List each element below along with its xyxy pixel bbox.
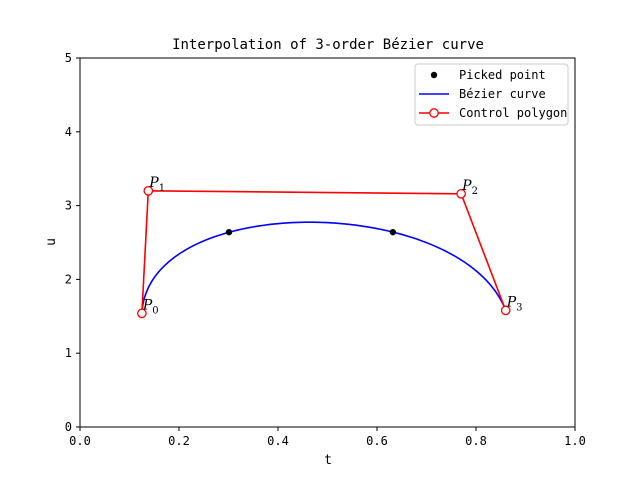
- legend: Picked point Bézier curve Control polygo…: [414, 63, 569, 126]
- control-point-marker: [500, 305, 511, 316]
- x-tick-label: 1.0: [564, 434, 586, 448]
- control-point-label-subscript: 0: [152, 305, 158, 316]
- axes-frame: [79, 57, 576, 428]
- x-tick-label: 0.2: [168, 434, 190, 448]
- control-point-label-letter: P: [148, 175, 159, 191]
- control-point-label-letter: P: [506, 294, 517, 310]
- y-tick-label: 2: [65, 272, 72, 286]
- y-tick-label: 4: [65, 125, 72, 139]
- legend-box: [414, 63, 569, 126]
- legend-marker-polygon: [429, 108, 439, 118]
- x-tick-label: 0.4: [267, 434, 289, 448]
- control-point-label-letter: P: [142, 297, 153, 313]
- control-point-label: P0: [142, 297, 159, 316]
- picked-point: [389, 228, 397, 236]
- ticks-layer: 0.0 0.2 0.4 0.6 0.8 1.0 0 1 2 3 4 5: [65, 51, 586, 448]
- control-point-marker: [143, 185, 154, 196]
- y-tick-label: 1: [65, 346, 72, 360]
- legend-label-polygon: Control polygon: [459, 106, 567, 120]
- control-point-label: P1: [148, 175, 165, 194]
- chart-title: Interpolation of 3-order Bézier curve: [172, 37, 484, 53]
- y-tick-label: 3: [65, 199, 72, 213]
- y-axis-label: u: [44, 238, 59, 246]
- x-tick-label: 0.6: [366, 434, 388, 448]
- x-tick-label: 0.8: [465, 434, 487, 448]
- y-tick-label: 0: [65, 420, 72, 434]
- control-point-label-letter: P: [461, 178, 472, 194]
- legend-label-curve: Bézier curve: [459, 87, 546, 101]
- x-axis-label: t: [324, 453, 332, 468]
- control-point-label-subscript: 1: [159, 183, 165, 194]
- y-tick-label: 5: [65, 51, 72, 65]
- control-point-label-subscript: 2: [472, 186, 478, 197]
- legend-label-picked: Picked point: [459, 68, 546, 82]
- control-polygon: [141, 190, 507, 314]
- picked-point: [225, 228, 233, 236]
- bezier-curve: [141, 221, 507, 314]
- control-point-marker: [456, 188, 466, 199]
- control-point-marker: [137, 308, 147, 319]
- x-tick-label: 0.0: [69, 434, 91, 448]
- control-point-label-subscript: 3: [516, 302, 522, 313]
- control-point-label: P3: [506, 294, 523, 313]
- legend-marker-picked: [430, 71, 438, 79]
- control-point-label: P2: [461, 178, 478, 197]
